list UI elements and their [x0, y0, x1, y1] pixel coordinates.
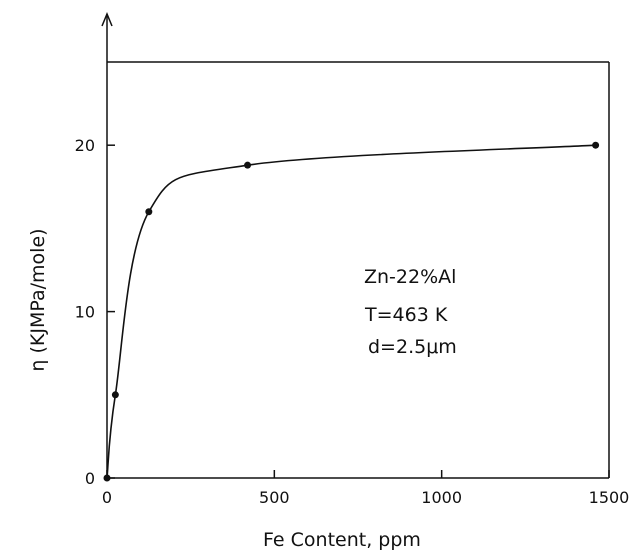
- x-tick-label: 0: [102, 488, 112, 507]
- annotation-alloy: Zn-22%Al: [364, 266, 456, 288]
- data-point: [145, 208, 153, 216]
- data-point: [103, 474, 111, 482]
- plot-frame: [101, 12, 610, 479]
- x-axis-ticks: 0 500 1000 1500: [102, 470, 629, 507]
- fit-curve-layer: [106, 144, 596, 479]
- y-tick-label: 20: [75, 136, 95, 155]
- annotation-temperature: T=463 K: [364, 304, 448, 326]
- y-axis-ticks: 0 10 20: [75, 136, 115, 488]
- y-axis-title: η (KJMPa/mole): [27, 228, 49, 371]
- y-axis-arrow: [101, 12, 113, 27]
- y-tick-label: 10: [75, 303, 95, 322]
- y-tick-label: 0: [85, 469, 95, 488]
- data-point: [244, 161, 252, 169]
- x-axis-title: Fe Content, ppm: [263, 529, 421, 551]
- data-point: [592, 141, 600, 149]
- fit-curve: [106, 144, 596, 479]
- x-tick-label: 1500: [589, 488, 630, 507]
- x-tick-label: 500: [259, 488, 290, 507]
- annotation-grain-size: d=2.5μm: [368, 336, 457, 358]
- data-points: [103, 141, 600, 482]
- x-tick-label: 1000: [421, 488, 462, 507]
- data-point: [111, 391, 119, 399]
